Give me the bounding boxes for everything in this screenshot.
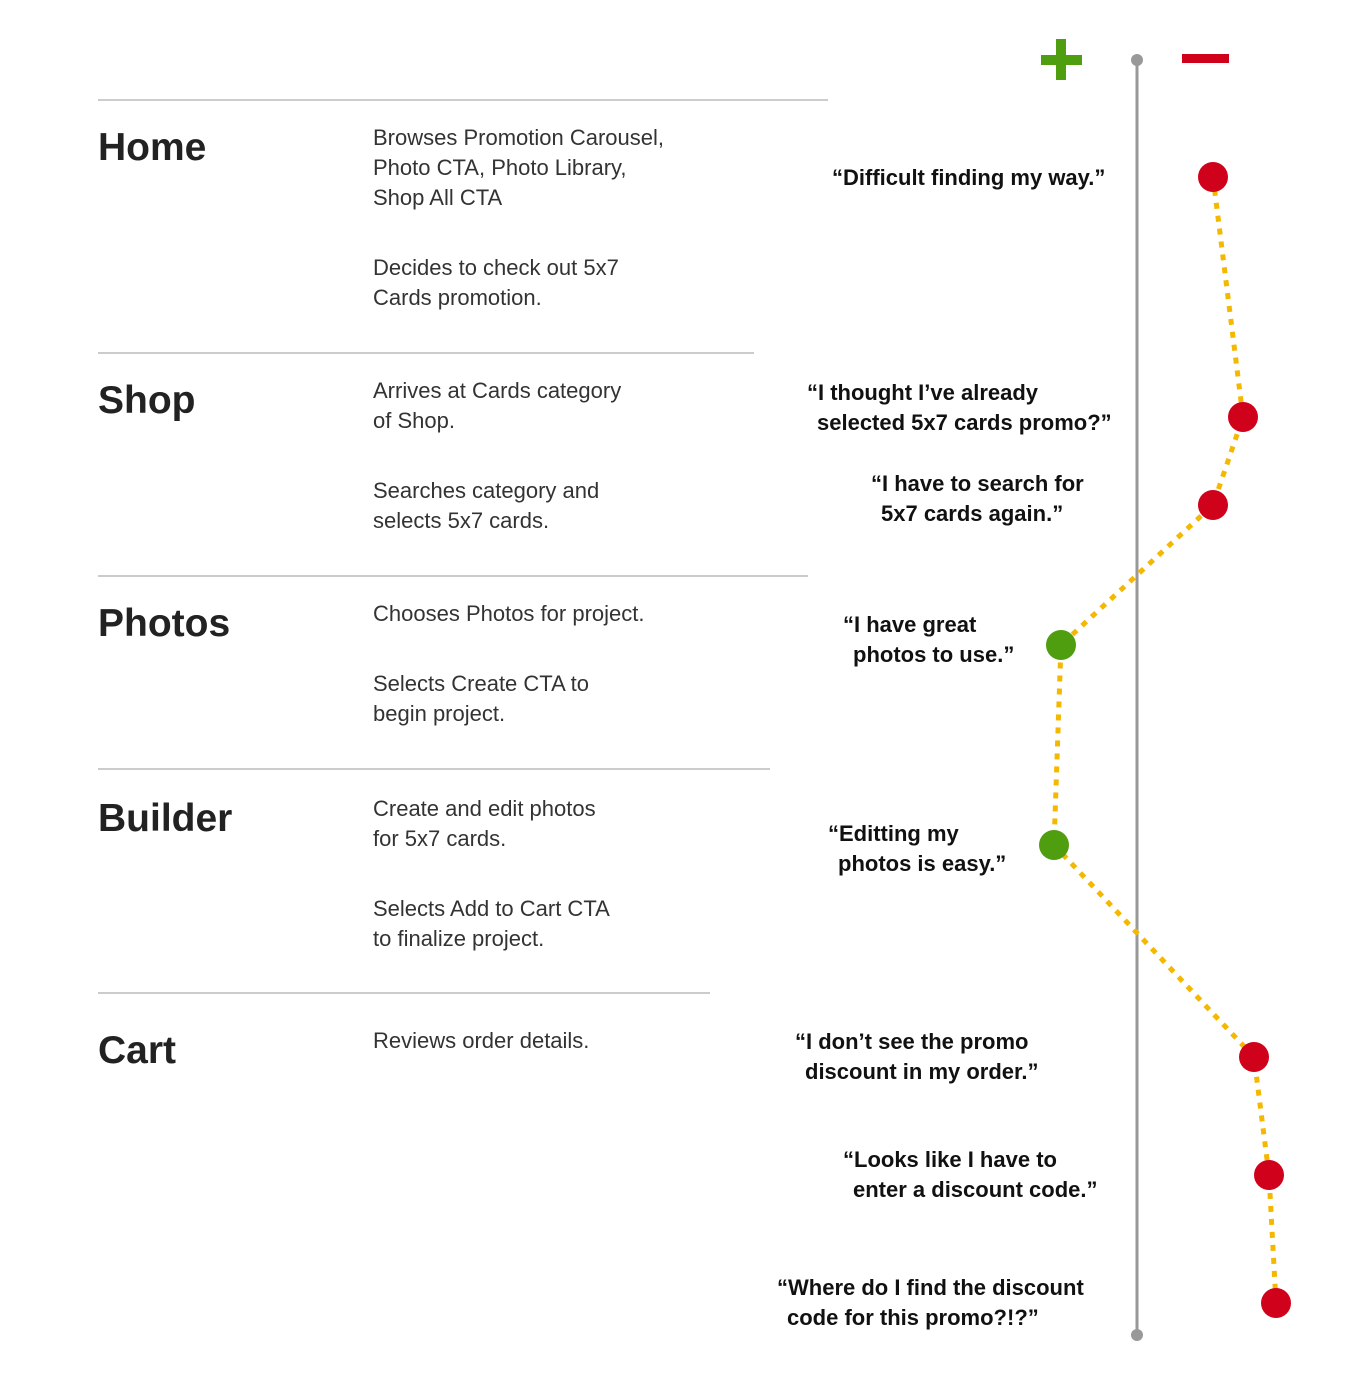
step-text: of Shop. xyxy=(373,408,455,433)
quote-text: 5x7 cards again.” xyxy=(881,501,1064,526)
quote-text: “Looks like I have to xyxy=(843,1147,1057,1172)
dot xyxy=(1039,830,1069,860)
step-text: to finalize project. xyxy=(373,926,545,951)
quote-text: selected 5x7 cards promo?” xyxy=(817,410,1112,435)
axis-end xyxy=(1131,54,1143,66)
step-text: Chooses Photos for project. xyxy=(373,601,645,626)
quote-text: “I have to search for xyxy=(871,471,1084,496)
quote-text: “I thought I’ve already xyxy=(807,380,1039,405)
axis-end xyxy=(1131,1329,1143,1341)
stage-title: Builder xyxy=(98,797,233,840)
stage-title: Cart xyxy=(98,1029,177,1072)
quote-text: “Where do I find the discount xyxy=(777,1275,1084,1300)
quote-text: photos is easy.” xyxy=(838,851,1007,876)
dot xyxy=(1228,402,1258,432)
step-text: Selects Add to Cart CTA xyxy=(373,896,610,921)
minus-icon xyxy=(1182,54,1229,63)
quote-text: discount in my order.” xyxy=(805,1059,1039,1084)
quote-text: “Editting my xyxy=(828,821,959,846)
quote-text: “I don’t see the promo xyxy=(795,1029,1029,1054)
stage-title: Shop xyxy=(98,379,196,422)
quote-text: enter a discount code.” xyxy=(853,1177,1098,1202)
stage-title: Photos xyxy=(98,602,231,645)
quote-text: code for this promo?!?” xyxy=(787,1305,1039,1330)
step-text: Arrives at Cards category xyxy=(373,378,622,403)
quote-text: “I have great xyxy=(843,612,977,637)
plus-icon xyxy=(1041,39,1082,80)
step-text: Reviews order details. xyxy=(373,1028,590,1053)
dot xyxy=(1239,1042,1269,1072)
step-text: Cards promotion. xyxy=(373,285,542,310)
dot xyxy=(1254,1160,1284,1190)
step-text: Selects Create CTA to xyxy=(373,671,590,696)
step-text: Decides to check out 5x7 xyxy=(373,255,619,280)
dot xyxy=(1261,1288,1291,1318)
dot xyxy=(1046,630,1076,660)
step-text: Shop All CTA xyxy=(373,185,503,210)
quote-text: “Difficult finding my way.” xyxy=(832,165,1106,190)
stage-title: Home xyxy=(98,126,207,169)
dot xyxy=(1198,162,1228,192)
step-text: begin project. xyxy=(373,701,506,726)
step-text: Photo CTA, Photo Library, xyxy=(373,155,627,180)
quote-text: photos to use.” xyxy=(853,642,1015,667)
step-text: for 5x7 cards. xyxy=(373,826,507,851)
step-text: Searches category and xyxy=(373,478,600,503)
step-text: selects 5x7 cards. xyxy=(373,508,550,533)
separators xyxy=(98,99,828,994)
sentiment-dots xyxy=(1039,162,1291,1318)
dot xyxy=(1198,490,1228,520)
sentiment-line xyxy=(1051,176,1279,1304)
step-text: Create and edit photos xyxy=(373,796,596,821)
step-text: Browses Promotion Carousel, xyxy=(373,125,665,150)
